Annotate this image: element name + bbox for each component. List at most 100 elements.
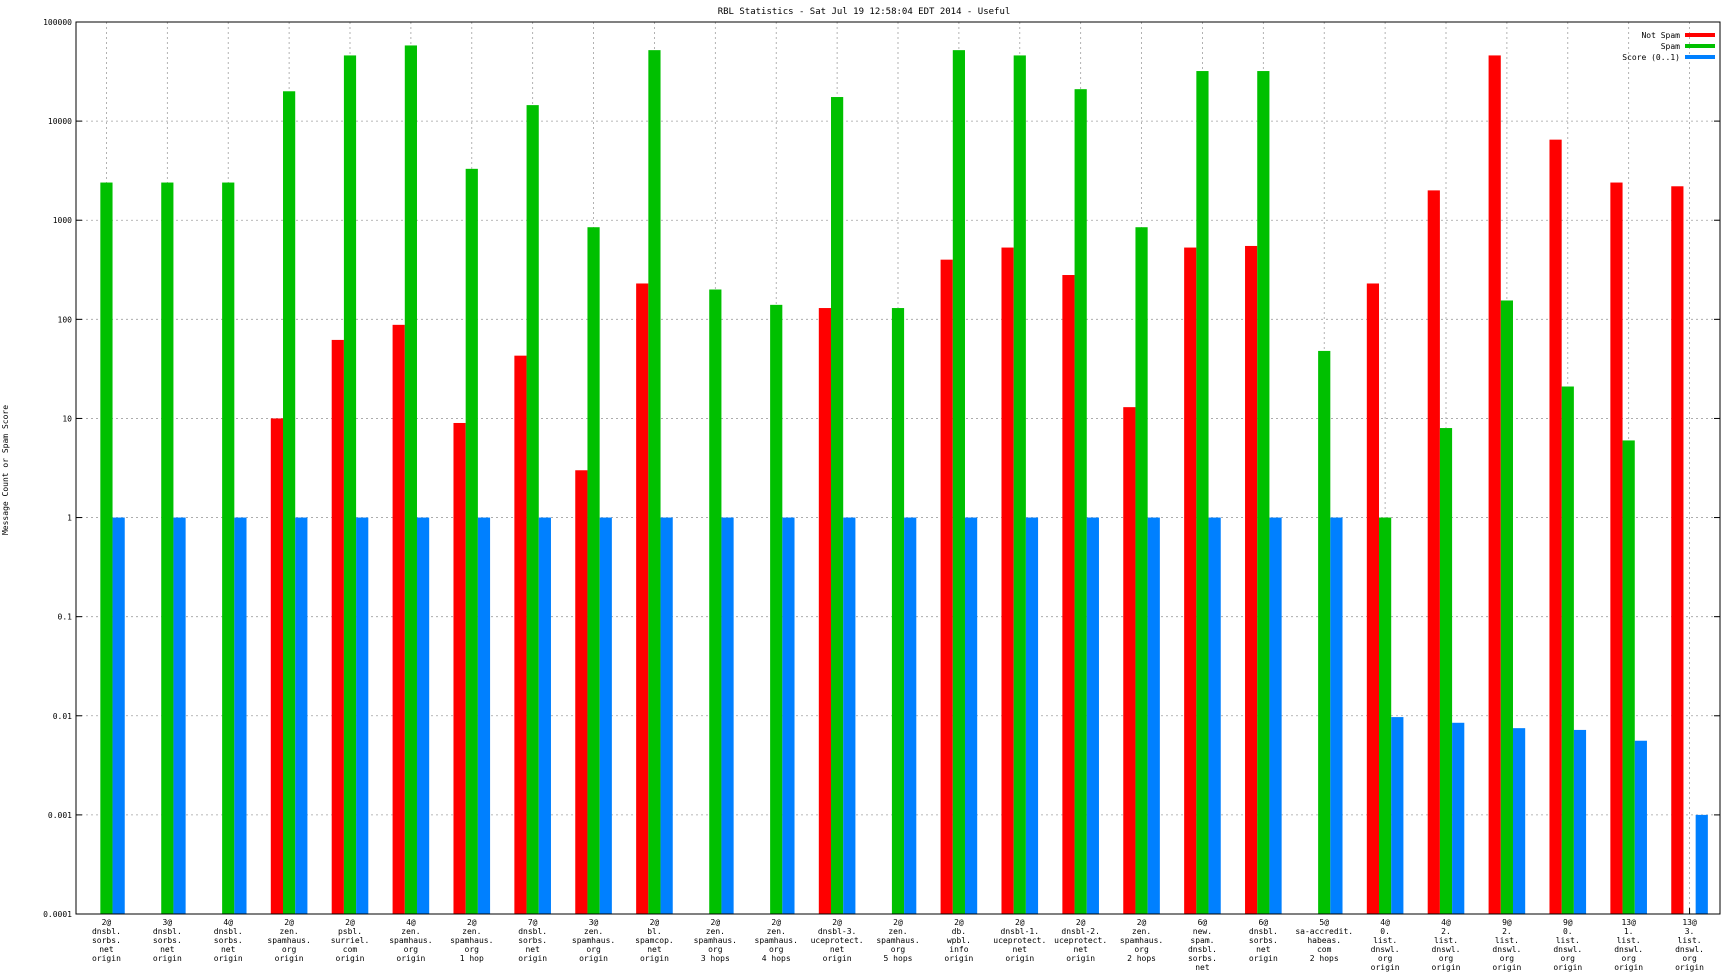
x-tick-label: origin — [214, 954, 243, 963]
bar-score-0-1 — [1208, 517, 1221, 914]
x-tick-label: net — [1073, 945, 1088, 954]
x-tick-label: dnswl. — [1675, 945, 1704, 954]
legend-label: Not Spam — [1641, 31, 1680, 40]
x-tick-label: 3@ — [163, 918, 173, 927]
bar-spam — [587, 227, 600, 914]
legend-label: Spam — [1661, 42, 1680, 51]
x-tick-label: 2. — [1502, 927, 1512, 936]
bar-spam — [648, 50, 661, 915]
x-tick-label: 13@ — [1621, 918, 1636, 927]
x-tick-label: org — [1500, 954, 1515, 963]
x-tick-label: zen. — [767, 927, 786, 936]
x-tick-label: origin — [1066, 954, 1095, 963]
bar-not-spam — [1062, 275, 1075, 914]
x-tick-label: spamhaus. — [450, 936, 493, 945]
x-tick-label: bl. — [647, 927, 661, 936]
x-tick-label: net — [525, 945, 540, 954]
bar-score-0-1 — [234, 517, 247, 914]
x-tick-label: origin — [579, 954, 608, 963]
x-tick-label: dnsbl-3. — [818, 927, 857, 936]
x-tick-label: 9@ — [1563, 918, 1573, 927]
x-tick-label: 3 hops — [701, 954, 730, 963]
x-tick-label: net — [1013, 945, 1028, 954]
x-tick-label: origin — [1553, 963, 1582, 972]
bar-not-spam — [331, 339, 344, 914]
bar-not-spam — [1366, 283, 1380, 915]
x-tick-label: 2 hops — [1127, 954, 1156, 963]
bar-score-0-1 — [1330, 517, 1343, 914]
x-tick-label: uceprotect. — [993, 936, 1046, 945]
bar-score-0-1 — [1512, 728, 1526, 914]
x-tick-label: spamhaus. — [389, 936, 432, 945]
bar-score-0-1 — [356, 517, 369, 914]
bar-score-0-1 — [1634, 740, 1647, 914]
bar-not-spam — [1427, 190, 1440, 914]
x-tick-label: origin — [1492, 963, 1521, 972]
x-tick-label: origin — [336, 954, 365, 963]
x-tick-label: origin — [153, 954, 182, 963]
bar-score-0-1 — [1391, 717, 1404, 914]
bar-score-0-1 — [782, 517, 795, 914]
x-tick-label: dnsbl-2. — [1061, 927, 1100, 936]
x-tick-label: spamhaus. — [267, 936, 310, 945]
x-tick-label: 5 hops — [884, 954, 913, 963]
x-tick-label: origin — [396, 954, 425, 963]
y-ticks: 0.0001 0.001 0.01 0.1 1 10 100 1000 10000 100000 — [43, 18, 1720, 919]
bar-spam — [1561, 386, 1574, 915]
y-tick-label: 10000 — [48, 117, 72, 126]
x-tick-label: 6@ — [1259, 918, 1269, 927]
x-tick-label: net — [99, 945, 114, 954]
x-tick-label: dnswl. — [1432, 945, 1461, 954]
x-tick-label: 3@ — [589, 918, 599, 927]
x-tick-label: psbl. — [338, 927, 362, 936]
x-tick-label: 2@ — [832, 918, 842, 927]
x-tick-label: wpbl. — [947, 936, 971, 945]
bar-spam — [222, 182, 235, 914]
x-labels: 2@dnsbl.sorbs.netorigin3@dnsbl.sorbs.net… — [92, 918, 1704, 972]
y-tick-label: 0.01 — [53, 712, 72, 721]
bar-score-0-1 — [1573, 729, 1587, 914]
x-tick-label: 1. — [1624, 927, 1634, 936]
x-tick-label: org — [1378, 954, 1393, 963]
bar-spam — [1257, 71, 1270, 914]
x-tick-label: spamhaus. — [694, 936, 737, 945]
x-tick-label: list. — [1678, 936, 1702, 945]
x-tick-label: spamhaus. — [572, 936, 615, 945]
x-tick-label: sorbs. — [153, 936, 182, 945]
bar-spam — [343, 55, 357, 915]
bar-score-0-1 — [1025, 517, 1039, 914]
legend-swatch — [1685, 44, 1715, 48]
plot-frame — [75, 21, 1721, 915]
x-tick-label: org — [465, 945, 480, 954]
x-tick-label: origin — [1371, 963, 1400, 972]
x-tick-label: uceprotect. — [811, 936, 864, 945]
x-tick-label: net — [160, 945, 175, 954]
bar-not-spam — [1671, 186, 1684, 915]
x-tick-label: spam. — [1190, 936, 1214, 945]
chart-title: RBL Statistics - Sat Jul 19 12:58:04 EDT… — [718, 7, 1011, 17]
bar-not-spam — [940, 259, 953, 915]
bar-score-0-1 — [1147, 517, 1160, 914]
bar-spam — [283, 91, 296, 914]
bar-spam — [1500, 300, 1513, 914]
x-tick-label: spamhaus. — [1120, 936, 1163, 945]
x-tick-label: new. — [1193, 927, 1212, 936]
x-tick-label: dnsbl. — [1249, 927, 1278, 936]
x-tick-label: dnsbl-1. — [1001, 927, 1040, 936]
bar-not-spam — [818, 308, 832, 914]
x-tick-label: dnswl. — [1614, 945, 1643, 954]
bars — [100, 45, 1708, 915]
x-tick-label: 3. — [1685, 927, 1695, 936]
x-tick-label: 2@ — [893, 918, 903, 927]
bar-spam — [526, 105, 539, 915]
bar-score-0-1 — [477, 517, 491, 914]
x-tick-label: db. — [952, 927, 966, 936]
x-tick-label: net — [1256, 945, 1271, 954]
x-tick-label: list. — [1617, 936, 1641, 945]
x-tick-label: list. — [1434, 936, 1458, 945]
bar-not-spam — [1245, 245, 1258, 914]
bar-score-0-1 — [295, 517, 308, 914]
bar-not-spam — [1549, 139, 1562, 915]
x-tick-label: sa-accredit. — [1295, 927, 1353, 936]
